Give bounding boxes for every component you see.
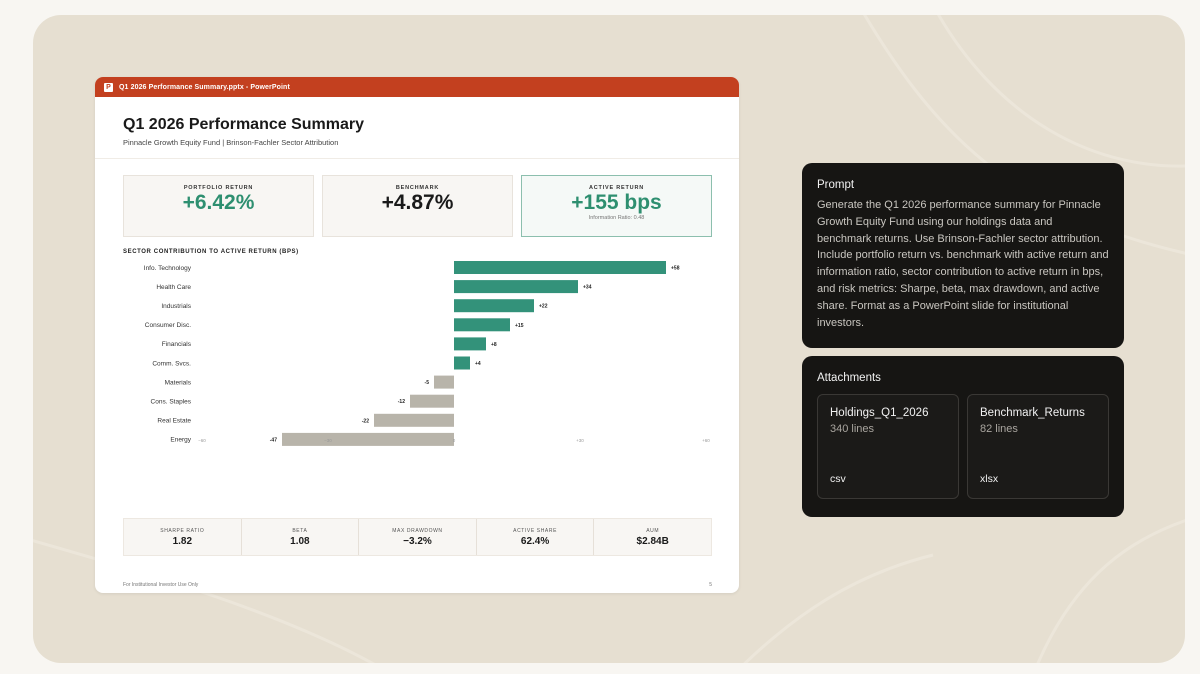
attachments-list: Holdings_Q1_2026 340 lines csv Benchmark…	[817, 394, 1109, 499]
category-label: Consumer Disc.	[145, 322, 191, 329]
prompt-card: Prompt Generate the Q1 2026 performance …	[802, 163, 1124, 348]
kpi-value: +6.42%	[182, 191, 255, 214]
chart-bar	[454, 299, 534, 313]
data-label: +8	[491, 342, 497, 348]
attachment-benchmark[interactable]: Benchmark_Returns 82 lines xlsx	[967, 394, 1109, 499]
data-label: -47	[270, 437, 277, 443]
powerpoint-icon: P	[104, 82, 113, 92]
background-decoration	[33, 15, 1185, 663]
kpi-label: PORTFOLIO RETURN	[183, 185, 254, 191]
metric-label: SHARPE RATIO	[160, 528, 205, 534]
window-title: Q1 2026 Performance Summary.pptx - Power…	[119, 83, 290, 91]
category-label: Real Estate	[157, 418, 191, 425]
page-number: 5	[709, 582, 712, 588]
category-label: Comm. Svcs.	[152, 360, 191, 367]
chart-bar	[454, 318, 510, 332]
chart-bar	[434, 375, 454, 389]
attachments-title: Attachments	[817, 372, 881, 384]
metric-label: AUM	[646, 528, 660, 534]
footer-disclaimer: For Institutional Investor Use Only	[123, 582, 199, 588]
chart-bar	[374, 413, 454, 427]
metric-label: ACTIVE SHARE	[513, 528, 558, 534]
data-label: +58	[671, 266, 680, 272]
chart-title: SECTOR CONTRIBUTION TO ACTIVE RETURN (BP…	[123, 249, 299, 255]
metric-active-share: ACTIVE SHARE 62.4%	[477, 519, 595, 555]
metric-aum: AUM $2.84B	[594, 519, 711, 555]
attachment-name: Holdings_Q1_2026	[830, 407, 929, 419]
tick-label: 0	[453, 438, 456, 443]
slide-title: Q1 2026 Performance Summary	[123, 116, 365, 133]
kpi-value: +4.87%	[381, 191, 454, 214]
data-label: +22	[539, 304, 548, 310]
sector-contribution-chart: Info. Technology +58 Health Care +34 Industr…	[144, 261, 710, 446]
category-label: Financials	[162, 341, 192, 348]
data-label: -12	[398, 399, 405, 405]
metric-sharpe-ratio: SHARPE RATIO 1.82	[124, 519, 242, 555]
kpi-value: +155 bps	[571, 191, 662, 214]
data-label: +34	[583, 285, 592, 291]
kpi-label: ACTIVE RETURN	[588, 185, 644, 191]
attachments-card: Attachments Holdings_Q1_2026 340 lines c…	[802, 356, 1124, 517]
category-label: Cons. Staples	[151, 399, 192, 406]
attachment-line-count: 340 lines	[830, 423, 875, 435]
risk-metrics-row: SHARPE RATIO 1.82 BETA 1.08 MAX DRAWDOWN…	[123, 518, 712, 556]
metric-label: BETA	[292, 528, 308, 534]
chart-bar	[282, 432, 454, 446]
kpi-benchmark: BENCHMARK +4.87%	[322, 175, 513, 237]
data-label: +4	[475, 361, 481, 367]
tick-label: −30	[324, 438, 332, 443]
metric-value: $2.84B	[636, 536, 669, 547]
window-titlebar[interactable]: P Q1 2026 Performance Summary.pptx - Pow…	[95, 77, 739, 97]
prompt-text: Generate the Q1 2026 performance summary…	[817, 199, 1109, 329]
tick-label: +60	[702, 438, 710, 443]
slide-footer: For Institutional Investor Use Only 5	[123, 577, 712, 593]
tick-label: −60	[198, 438, 206, 443]
chart-bar	[454, 337, 486, 351]
information-ratio: Information Ratio: 0.48	[588, 215, 645, 221]
powerpoint-window[interactable]: P Q1 2026 Performance Summary.pptx - Pow…	[95, 77, 739, 593]
attachment-line-count: 82 lines	[980, 423, 1018, 435]
metric-value: 62.4%	[520, 536, 550, 547]
slide-subtitle: Pinnacle Growth Equity Fund | Brinson-Fa…	[123, 138, 339, 147]
category-label: Materials	[165, 379, 192, 386]
prompt-title: Prompt	[817, 179, 855, 191]
data-label: -22	[362, 418, 369, 424]
tick-label: +30	[576, 438, 584, 443]
metric-max-drawdown: MAX DRAWDOWN −3.2%	[359, 519, 477, 555]
attachment-holdings[interactable]: Holdings_Q1_2026 340 lines csv	[817, 394, 959, 499]
category-label: Health Care	[156, 284, 191, 291]
canvas-background: P Q1 2026 Performance Summary.pptx - Pow…	[33, 15, 1185, 663]
attachment-name: Benchmark_Returns	[980, 407, 1085, 419]
metric-value: −3.2%	[403, 536, 432, 547]
metric-value: 1.82	[172, 536, 193, 547]
metric-value: 1.08	[290, 536, 310, 547]
chart-bar	[454, 356, 470, 370]
attachment-file-type: csv	[830, 473, 846, 485]
kpi-portfolio-return: PORTFOLIO RETURN +6.42%	[123, 175, 314, 237]
kpi-label: BENCHMARK	[395, 185, 440, 191]
attachment-file-type: xlsx	[980, 473, 999, 485]
metric-label: MAX DRAWDOWN	[392, 528, 443, 534]
chart-bar	[454, 261, 666, 274]
chart-bar	[410, 394, 454, 408]
category-label: Info. Technology	[144, 265, 192, 272]
kpi-active-return: ACTIVE RETURN +155 bps Information Ratio…	[521, 175, 712, 237]
category-label: Industrials	[161, 303, 191, 310]
slide-header: Q1 2026 Performance Summary Pinnacle Gro…	[95, 97, 739, 159]
metric-beta: BETA 1.08	[242, 519, 360, 555]
data-label: +15	[515, 323, 524, 329]
kpi-row: PORTFOLIO RETURN +6.42% BENCHMARK +4.87%…	[123, 175, 712, 237]
data-label: -5	[425, 380, 430, 386]
category-label: Energy	[170, 437, 191, 444]
chart-bar	[454, 280, 578, 294]
